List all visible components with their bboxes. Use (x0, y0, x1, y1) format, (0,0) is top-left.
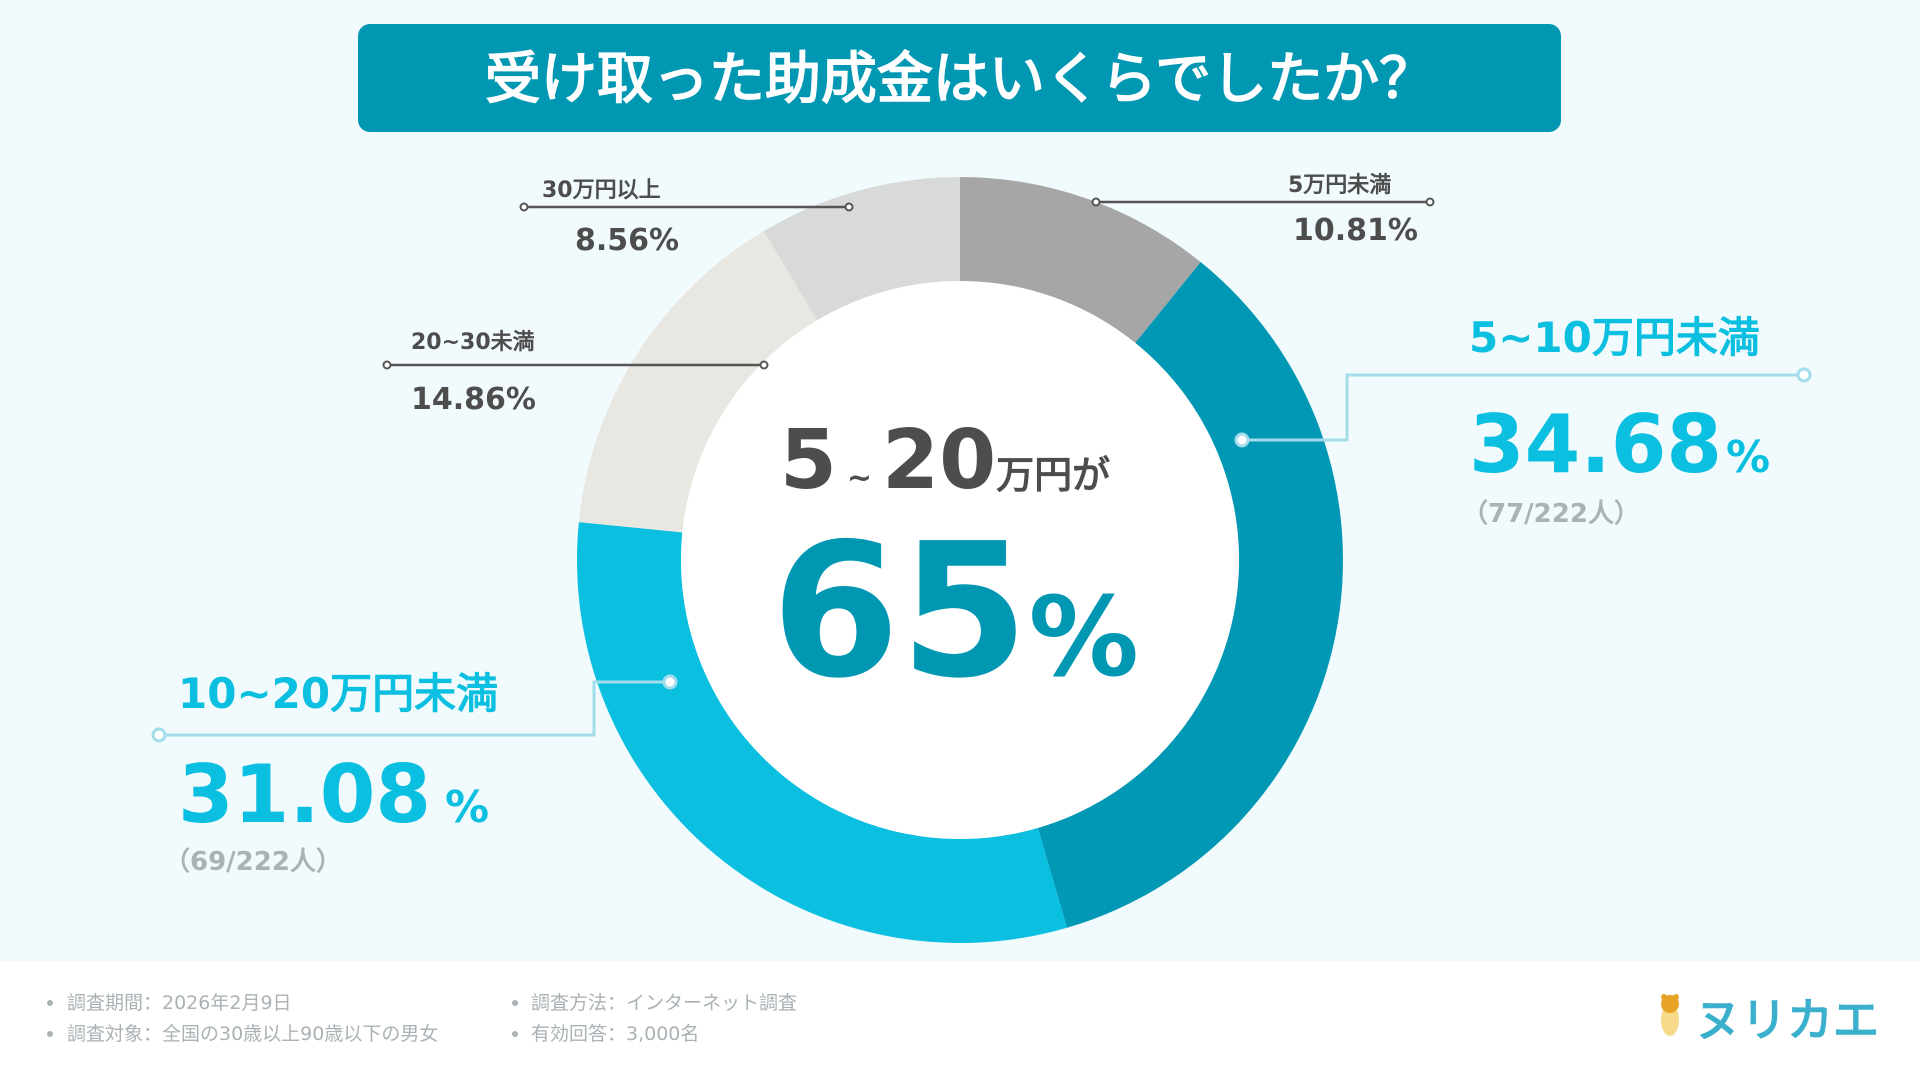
donut-chart (577, 177, 1343, 943)
slice-count: （77/222人） (1462, 499, 1640, 529)
frog-mascot-icon (1661, 994, 1679, 1036)
slice-value: 31.08% (178, 748, 489, 841)
donut-hole (681, 281, 1239, 839)
slice-value: 8.56% (575, 223, 679, 258)
chart-title: 受け取った助成金はいくらでしたか？ (485, 47, 1435, 112)
label-5-10: 5~10万円未満 34.68% （77/222人） (1234, 313, 1812, 529)
donut-slice-0 (960, 177, 1201, 343)
slice-label: 5万円未満 (1288, 172, 1391, 198)
slice-label: 5~10万円未満 (1469, 313, 1760, 362)
donut-slice-3 (578, 231, 818, 533)
slice-label: 30万円以上 (542, 178, 661, 203)
title-banner (358, 24, 1561, 132)
label-20-30: 20~30未満 14.86% (382, 329, 769, 417)
slice-count: （69/222人） (164, 847, 342, 877)
donut-slice-2 (577, 522, 1067, 943)
label-under5: 5万円未満 10.81% (1091, 172, 1435, 248)
note: 調査期間：2026年2月9日 (67, 992, 292, 1014)
donut-slice-1 (1037, 262, 1343, 928)
center-label: 5 ~20万円が (780, 413, 1110, 508)
survey-notes: 調査期間：2026年2月9日 調査対象：全国の30歳以上90歳以下の男女 調査方… (47, 992, 797, 1045)
note: 調査方法：インターネット調査 (531, 992, 797, 1014)
logo: ヌリカエ (1661, 993, 1879, 1047)
slice-label: 20~30未満 (411, 329, 535, 355)
logo-text: ヌリカエ (1695, 993, 1879, 1047)
note: 有効回答：3,000名 (531, 1023, 699, 1045)
slice-label: 10~20万円未満 (178, 669, 498, 718)
label-30plus: 30万円以上 8.56% (519, 178, 854, 258)
slice-value: 10.81% (1293, 213, 1418, 248)
slice-value: 34.68% (1469, 398, 1770, 491)
label-10-20: 10~20万円未満 31.08% （69/222人） (151, 669, 678, 877)
note: 調査対象：全国の30歳以上90歳以下の男女 (67, 1023, 438, 1045)
donut-slice-4 (763, 177, 960, 321)
slice-value: 14.86% (411, 382, 536, 417)
footer-band (0, 961, 1920, 1080)
center-value: 65% (771, 503, 1139, 719)
